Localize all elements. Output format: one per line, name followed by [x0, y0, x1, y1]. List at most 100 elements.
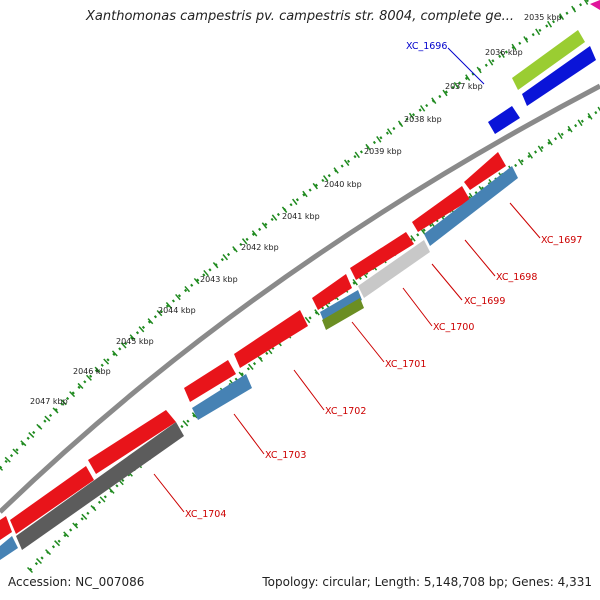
- gene-labels: XC_1696 XC_1697 XC_1698 XC_1699 XC_1700 …: [185, 41, 582, 520]
- kbp-label: 2035 kbp: [524, 13, 562, 22]
- gene-xc1700[interactable]: [312, 274, 352, 310]
- gene-label-xc1701[interactable]: XC_1701: [385, 359, 426, 370]
- genome-summary: Topology: circular; Length: 5,148,708 bp…: [262, 575, 592, 589]
- gene-steel-edge[interactable]: [0, 536, 18, 560]
- tick-mark: [4, 456, 11, 463]
- tick-mark: [571, 5, 577, 13]
- kbp-label: 2036 kbp: [485, 48, 523, 57]
- tick-mark: [60, 399, 67, 406]
- gene-xc1703[interactable]: [88, 410, 176, 474]
- tick-mark: [547, 20, 553, 28]
- tick-mark: [175, 293, 181, 301]
- tick-mark: [410, 235, 416, 242]
- gene-lightgray[interactable]: [358, 240, 430, 298]
- reverse-features: [0, 166, 518, 560]
- tick-mark: [523, 36, 529, 43]
- gene-xc1696-lime[interactable]: [512, 30, 585, 90]
- tick-mark: [302, 190, 308, 198]
- tick-mark: [20, 440, 27, 447]
- tick-mark: [36, 423, 43, 430]
- gene-steel-2[interactable]: [320, 290, 362, 322]
- inner-dotted-ring: [29, 108, 600, 571]
- tick-mark: [94, 366, 101, 373]
- forward-features: [0, 30, 596, 540]
- tick-mark: [0, 466, 4, 471]
- tick-mark: [72, 522, 79, 529]
- gene-label-xc1699[interactable]: XC_1699: [464, 296, 505, 307]
- leader-line-xc1703: [233, 413, 265, 455]
- leader-line-xc1700: [402, 287, 433, 327]
- tick-mark: [376, 136, 382, 143]
- tick-mark: [69, 391, 76, 398]
- gene-xc1696[interactable]: [522, 46, 596, 106]
- tick-mark: [232, 246, 238, 253]
- tick-mark: [476, 66, 482, 74]
- position-marker-icon[interactable]: [590, 0, 600, 10]
- gene-label-xc1696[interactable]: XC_1696: [406, 41, 447, 52]
- gene-label-xc1703[interactable]: XC_1703: [265, 450, 306, 461]
- gene-red-edge[interactable]: [0, 516, 12, 540]
- gene-olive[interactable]: [322, 298, 364, 330]
- gene-steel-3[interactable]: [192, 374, 252, 420]
- kbp-label: 2043 kbp: [200, 275, 238, 284]
- tick-mark: [257, 355, 264, 363]
- tick-mark: [103, 358, 110, 365]
- gene-leader-lines: [153, 47, 541, 513]
- tick-mark: [247, 363, 254, 370]
- tick-mark: [12, 448, 19, 455]
- kbp-label: 2039 kbp: [364, 147, 402, 156]
- outer-tick-marks: [0, 0, 589, 471]
- kbp-label: 2047 kbp: [30, 397, 68, 406]
- gene-darkgray[interactable]: [16, 422, 184, 550]
- tick-mark: [511, 43, 517, 51]
- kbp-label: 2038 kbp: [404, 115, 442, 124]
- leader-line-xc1704: [153, 473, 185, 513]
- tick-mark: [453, 81, 459, 89]
- tick-mark: [322, 175, 329, 182]
- tick-mark: [281, 206, 288, 213]
- leader-line-xc1702: [293, 369, 325, 411]
- gene-blue-small[interactable]: [488, 106, 520, 134]
- tick-mark: [499, 51, 505, 58]
- tick-mark: [557, 132, 563, 140]
- tick-mark: [547, 138, 553, 146]
- kbp-labels: 2035 kbp 2036 kbp 2037 kbp 2038 kbp 2039…: [30, 13, 562, 406]
- leader-line-xc1699: [431, 263, 463, 301]
- tick-mark: [222, 254, 229, 261]
- tick-mark: [344, 159, 350, 166]
- tick-mark: [99, 496, 106, 503]
- tick-mark: [271, 214, 278, 221]
- tick-mark: [587, 113, 593, 120]
- gene-label-xc1702[interactable]: XC_1702: [325, 406, 366, 417]
- gene-steel-1[interactable]: [424, 166, 518, 246]
- tick-mark: [212, 261, 219, 269]
- gene-red-mid[interactable]: [350, 232, 414, 280]
- tick-mark: [397, 120, 404, 128]
- tick-mark: [138, 326, 145, 333]
- gene-xc1698[interactable]: [412, 186, 470, 232]
- tick-mark: [559, 13, 565, 21]
- tick-mark: [36, 558, 43, 565]
- tick-mark: [44, 415, 51, 422]
- tick-mark: [386, 128, 393, 135]
- gene-xc1704[interactable]: [10, 466, 94, 534]
- gene-label-xc1704[interactable]: XC_1704: [185, 509, 226, 520]
- leader-line-xc1698: [464, 239, 496, 277]
- gene-label-xc1697[interactable]: XC_1697: [541, 235, 582, 246]
- tick-mark: [28, 432, 35, 439]
- gene-label-xc1698[interactable]: XC_1698: [496, 272, 537, 283]
- kbp-label: 2041 kbp: [282, 212, 320, 221]
- gene-xc1697[interactable]: [464, 152, 506, 190]
- tick-mark: [537, 145, 543, 153]
- tick-mark: [26, 566, 34, 574]
- tick-mark: [81, 513, 88, 520]
- kbp-label: 2046 kbp: [73, 367, 111, 376]
- gene-xc1701[interactable]: [234, 310, 308, 368]
- tick-mark: [90, 505, 97, 512]
- gene-xc1702[interactable]: [184, 360, 236, 402]
- tick-mark: [517, 158, 524, 166]
- kbp-label: 2040 kbp: [324, 180, 362, 189]
- gene-label-xc1700[interactable]: XC_1700: [433, 322, 474, 333]
- tick-mark: [191, 412, 198, 419]
